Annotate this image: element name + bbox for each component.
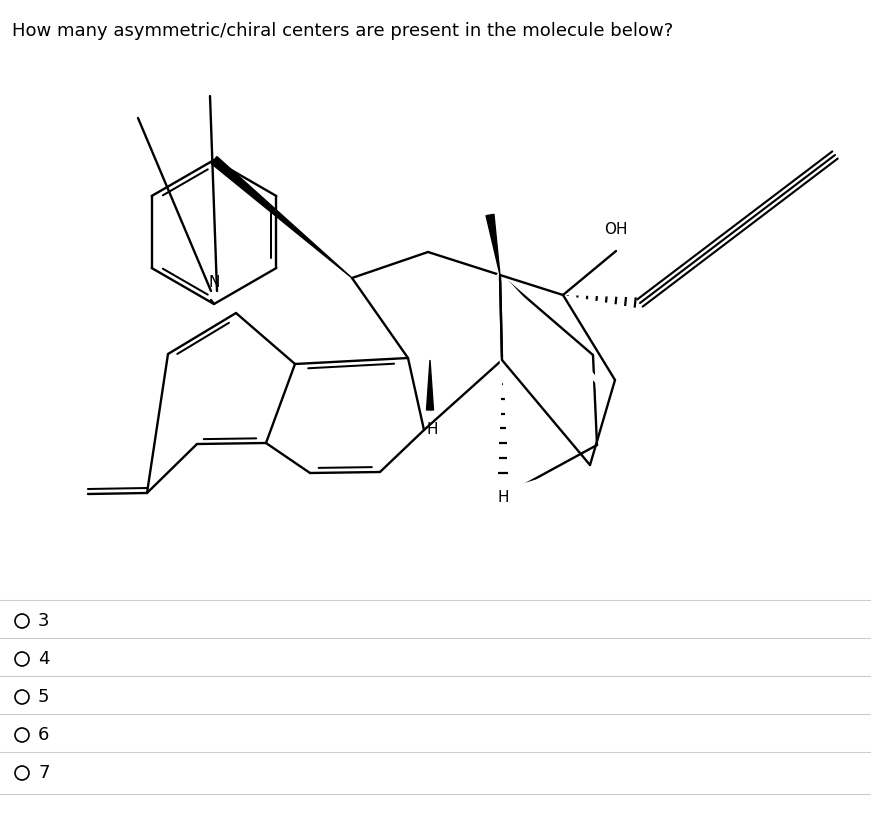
Text: 7: 7 — [38, 764, 50, 782]
Text: H: H — [497, 490, 509, 505]
Text: 3: 3 — [38, 612, 50, 630]
Text: 4: 4 — [38, 650, 50, 668]
Text: H: H — [426, 422, 438, 437]
Text: OH: OH — [604, 222, 628, 237]
Text: N: N — [208, 275, 219, 290]
Text: 5: 5 — [38, 688, 50, 706]
Text: 6: 6 — [38, 726, 50, 744]
Polygon shape — [427, 360, 434, 410]
Polygon shape — [486, 215, 500, 275]
Polygon shape — [211, 156, 352, 278]
Text: How many asymmetric/chiral centers are present in the molecule below?: How many asymmetric/chiral centers are p… — [12, 22, 673, 40]
